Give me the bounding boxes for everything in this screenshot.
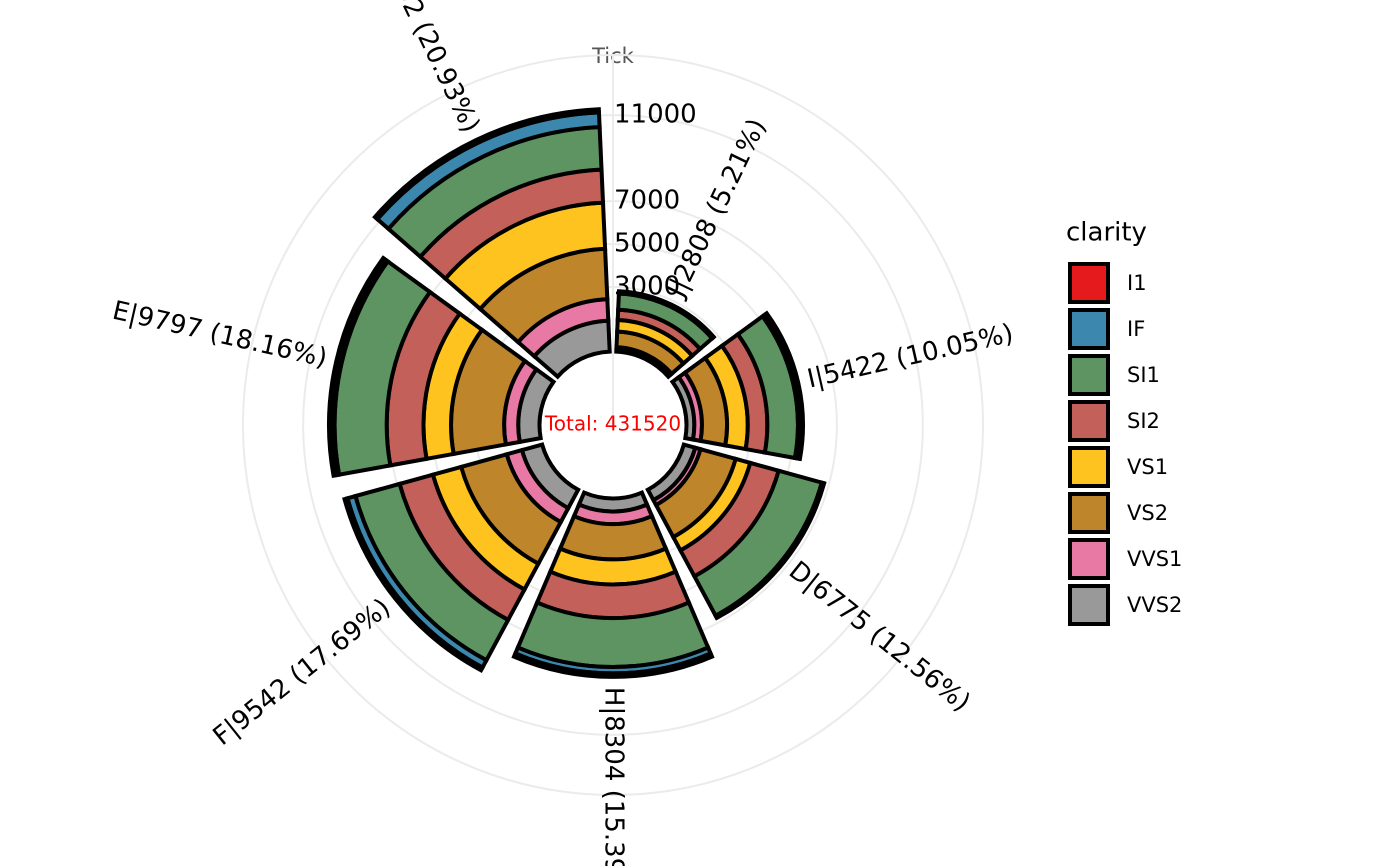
- legend-key: [1068, 492, 1110, 534]
- bar-segment: [616, 289, 717, 341]
- category-label: I|5422 (10.05%): [805, 319, 1017, 395]
- bar-segment: [342, 495, 486, 673]
- category-label: F|9542 (17.69%): [208, 593, 397, 752]
- legend-label: IF: [1127, 317, 1145, 341]
- legend-key: [1068, 446, 1110, 488]
- legend-key: [1068, 308, 1110, 350]
- legend-label: VVS2: [1127, 593, 1182, 617]
- legend-key: [1068, 262, 1110, 304]
- legend-label: SI2: [1127, 409, 1160, 433]
- bar-segment: [713, 480, 827, 621]
- bar-segment: [327, 255, 388, 479]
- legend-label: SI1: [1127, 363, 1160, 387]
- center-label: Total: 431520: [544, 412, 681, 436]
- legend-key: [1068, 400, 1110, 442]
- y-tick-label: 3000: [614, 272, 680, 302]
- bar-segment: [511, 650, 715, 679]
- category-label: H|8304 (15.39%): [599, 687, 629, 866]
- legend-label: VVS1: [1127, 547, 1182, 571]
- legend-key: [1068, 584, 1110, 626]
- category-label: E|9797 (18.16%): [110, 296, 330, 374]
- category-label: G|11292 (20.93%): [355, 0, 486, 137]
- legend-label: VS1: [1127, 455, 1168, 479]
- bar-segment: [372, 107, 602, 222]
- bar-segment: [762, 310, 805, 462]
- legend-title: clarity: [1066, 218, 1147, 248]
- y-tick-label: 11000: [614, 100, 697, 130]
- legend-label: VS2: [1127, 501, 1168, 525]
- y-tick-label: 7000: [614, 186, 680, 216]
- y-tick-label: 5000: [614, 229, 680, 259]
- legend-label: I1: [1127, 271, 1147, 295]
- legend-key: [1068, 538, 1110, 580]
- legend-key: [1068, 354, 1110, 396]
- category-label: D|6775 (12.56%): [783, 556, 976, 718]
